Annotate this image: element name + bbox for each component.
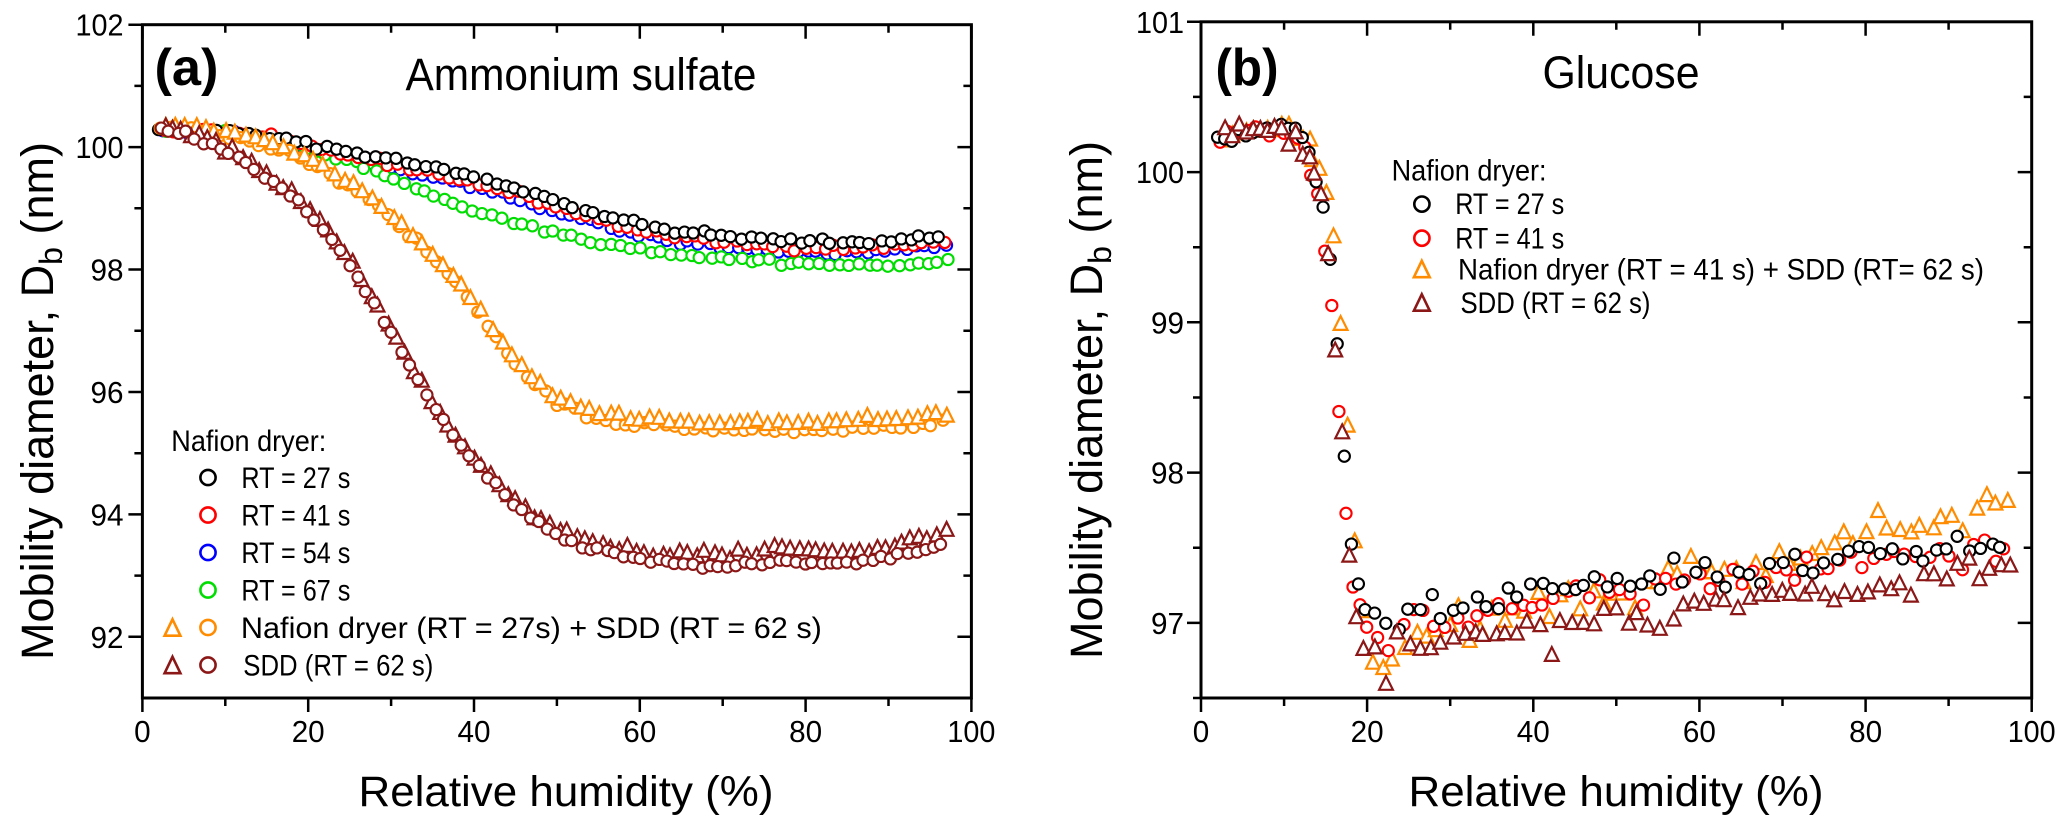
svg-text:100: 100 — [76, 130, 124, 165]
svg-text:98: 98 — [91, 253, 124, 288]
svg-text:Mobility diameter, Db (nm): Mobility diameter, Db (nm) — [12, 142, 69, 660]
svg-text:Nafion dryer:: Nafion dryer: — [171, 425, 326, 458]
svg-text:Mobility diameter, Db (nm): Mobility diameter, Db (nm) — [1061, 141, 1118, 659]
svg-text:Ammonium sulfate: Ammonium sulfate — [406, 49, 757, 100]
svg-text:94: 94 — [91, 497, 124, 532]
svg-text:0: 0 — [1193, 714, 1210, 749]
svg-text:RT = 41 s: RT = 41 s — [241, 500, 350, 533]
svg-text:100: 100 — [2008, 714, 2056, 749]
svg-text:Nafion dryer:: Nafion dryer: — [1392, 155, 1547, 188]
svg-text:99: 99 — [1151, 305, 1184, 340]
svg-text:60: 60 — [623, 714, 656, 749]
svg-text:40: 40 — [1517, 714, 1550, 749]
svg-text:60: 60 — [1683, 714, 1716, 749]
svg-text:(a): (a) — [155, 39, 219, 97]
svg-text:97: 97 — [1151, 606, 1184, 641]
svg-text:RT = 27 s: RT = 27 s — [1455, 188, 1564, 221]
svg-text:RT = 67 s: RT = 67 s — [241, 575, 350, 608]
svg-text:20: 20 — [1351, 714, 1384, 749]
svg-text:96: 96 — [91, 375, 124, 410]
svg-text:RT = 27 s: RT = 27 s — [241, 462, 350, 495]
svg-text:40: 40 — [458, 714, 491, 749]
svg-text:92: 92 — [91, 620, 124, 655]
svg-text:(b): (b) — [1216, 39, 1279, 97]
svg-text:0: 0 — [134, 714, 151, 749]
svg-text:RT = 41 s: RT = 41 s — [1455, 222, 1564, 255]
svg-text:Nafion dryer (RT = 41 s) + SDD: Nafion dryer (RT = 41 s) + SDD (RT= 62 s… — [1458, 254, 1984, 287]
svg-text:SDD (RT = 62 s): SDD (RT = 62 s) — [243, 650, 433, 683]
svg-text:100: 100 — [947, 714, 995, 749]
svg-text:98: 98 — [1151, 456, 1184, 491]
svg-text:20: 20 — [292, 714, 325, 749]
svg-text:Nafion dryer (RT = 27s) + SDD: Nafion dryer (RT = 27s) + SDD (RT = 62 s… — [241, 612, 822, 645]
svg-text:Glucose: Glucose — [1543, 47, 1700, 98]
svg-text:RT = 54 s: RT = 54 s — [241, 537, 350, 570]
svg-text:101: 101 — [1136, 5, 1184, 40]
svg-text:80: 80 — [1849, 714, 1882, 749]
svg-text:Relative humidity (%): Relative humidity (%) — [1409, 768, 1824, 816]
svg-text:SDD (RT = 62 s): SDD (RT = 62 s) — [1461, 287, 1651, 320]
svg-text:100: 100 — [1136, 155, 1184, 190]
svg-text:Relative humidity (%): Relative humidity (%) — [359, 768, 774, 816]
svg-text:80: 80 — [789, 714, 822, 749]
svg-text:102: 102 — [76, 8, 124, 43]
